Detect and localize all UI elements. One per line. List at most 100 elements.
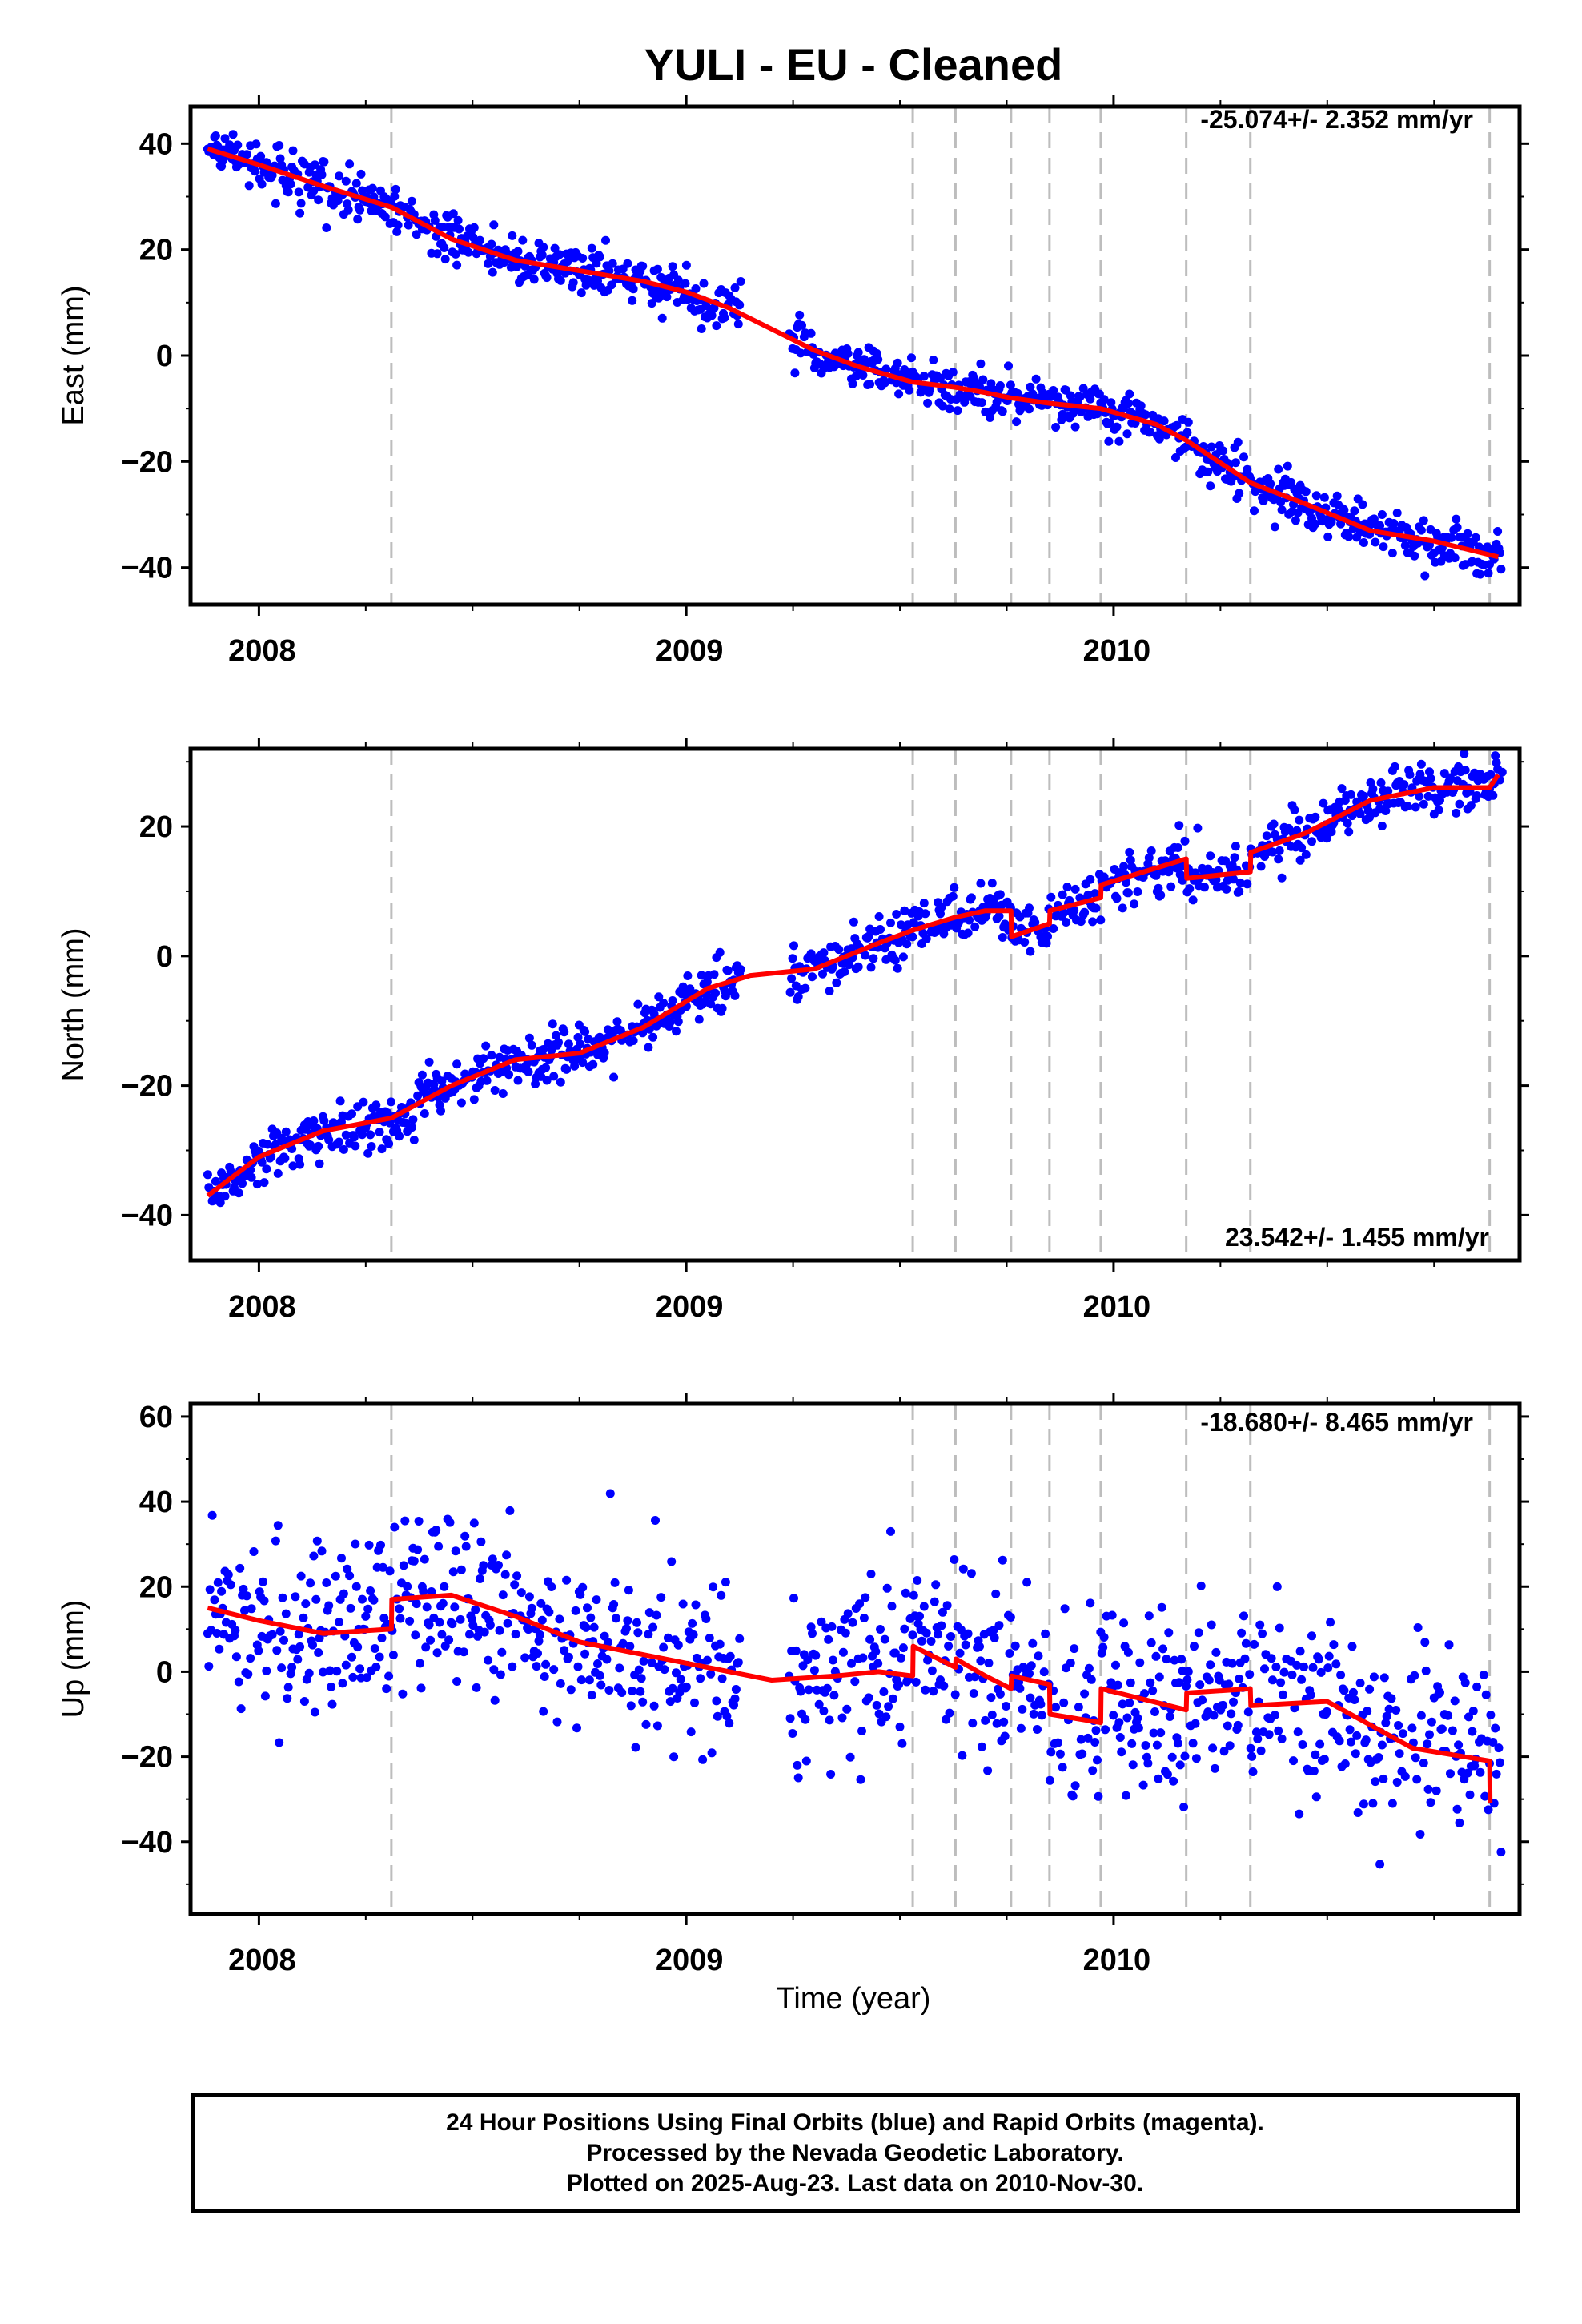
data-point <box>1350 1695 1359 1704</box>
data-point <box>1387 1694 1396 1703</box>
data-point <box>1227 1659 1237 1668</box>
data-point <box>1084 1663 1094 1673</box>
data-point <box>927 1666 937 1675</box>
data-point <box>262 1164 271 1174</box>
data-point <box>1295 1647 1305 1656</box>
data-point <box>843 1609 853 1618</box>
data-point <box>564 1652 573 1662</box>
data-point <box>220 1192 230 1201</box>
data-point <box>469 1518 479 1528</box>
data-point <box>600 1048 609 1057</box>
data-point <box>306 1140 315 1150</box>
data-point <box>333 196 343 206</box>
data-point <box>424 1620 434 1630</box>
data-point <box>390 1522 400 1532</box>
data-point <box>720 313 729 323</box>
data-point <box>1466 801 1476 810</box>
data-point <box>1112 422 1122 432</box>
data-point <box>1112 894 1122 903</box>
data-point <box>938 401 947 411</box>
data-point <box>358 186 367 195</box>
data-point <box>628 284 638 294</box>
data-point <box>929 1687 938 1696</box>
data-point <box>1392 509 1402 517</box>
data-point <box>498 1590 508 1600</box>
data-point <box>1468 1727 1477 1736</box>
data-point <box>1352 1731 1362 1740</box>
data-point <box>981 1715 990 1725</box>
data-point <box>584 275 593 285</box>
data-point <box>842 1704 852 1714</box>
data-point <box>1452 1804 1462 1814</box>
data-point <box>1279 1690 1287 1699</box>
data-point <box>1345 1725 1355 1735</box>
data-point <box>856 1775 865 1784</box>
data-point <box>1246 1743 1255 1753</box>
data-point <box>204 1662 214 1671</box>
data-point <box>1119 1618 1129 1628</box>
data-point <box>1159 416 1169 426</box>
data-point <box>673 1017 683 1027</box>
data-point <box>660 1665 669 1675</box>
data-point <box>576 1590 585 1599</box>
data-point <box>500 1570 510 1579</box>
data-point <box>1239 1611 1248 1621</box>
data-point <box>1476 1767 1485 1777</box>
data-point <box>888 1694 897 1703</box>
data-point <box>1233 1720 1243 1730</box>
data-point <box>554 1038 563 1047</box>
data-point <box>398 1689 408 1699</box>
data-point <box>1174 821 1184 830</box>
data-point <box>1307 1631 1316 1641</box>
data-point <box>1347 1737 1355 1747</box>
data-point <box>263 1140 272 1149</box>
data-point <box>556 1077 565 1087</box>
data-point <box>998 407 1007 416</box>
data-point <box>412 1599 421 1609</box>
data-point <box>306 1578 315 1588</box>
data-point <box>211 131 220 140</box>
data-point <box>1460 766 1470 775</box>
data-point <box>440 243 449 252</box>
data-point <box>857 1727 866 1735</box>
data-point <box>1471 533 1480 542</box>
data-point <box>548 1019 557 1029</box>
data-point <box>1311 491 1321 501</box>
data-point <box>1444 1640 1454 1650</box>
data-point <box>1154 883 1163 893</box>
data-point <box>455 224 464 234</box>
data-point <box>286 179 295 189</box>
data-point <box>1051 1703 1061 1712</box>
data-point <box>1183 417 1193 427</box>
data-point <box>487 1051 496 1060</box>
data-point <box>931 1580 941 1590</box>
data-point <box>541 1659 551 1669</box>
data-point <box>895 1722 905 1731</box>
data-point <box>803 1655 813 1665</box>
data-point <box>1299 1662 1308 1671</box>
data-point <box>472 1683 481 1692</box>
data-point <box>864 1693 873 1703</box>
data-point <box>1148 1686 1158 1695</box>
data-point <box>1170 1655 1179 1665</box>
data-point <box>437 1076 447 1086</box>
data-point <box>1206 1660 1215 1670</box>
data-point <box>717 1674 727 1683</box>
data-point <box>926 1637 936 1646</box>
data-point <box>1411 1753 1420 1763</box>
data-point <box>1004 361 1013 371</box>
data-point <box>1203 467 1213 476</box>
data-point <box>1443 1711 1453 1720</box>
data-point <box>678 982 688 991</box>
data-point <box>853 962 863 971</box>
data-point <box>371 1100 381 1110</box>
data-point <box>636 1687 645 1696</box>
data-point <box>1125 1698 1134 1707</box>
data-point <box>552 1031 561 1040</box>
data-point <box>496 1670 505 1679</box>
data-point <box>592 259 601 268</box>
data-point <box>1127 1739 1137 1748</box>
data-point <box>1223 1721 1232 1731</box>
data-point <box>275 141 284 150</box>
data-point <box>1268 847 1277 857</box>
